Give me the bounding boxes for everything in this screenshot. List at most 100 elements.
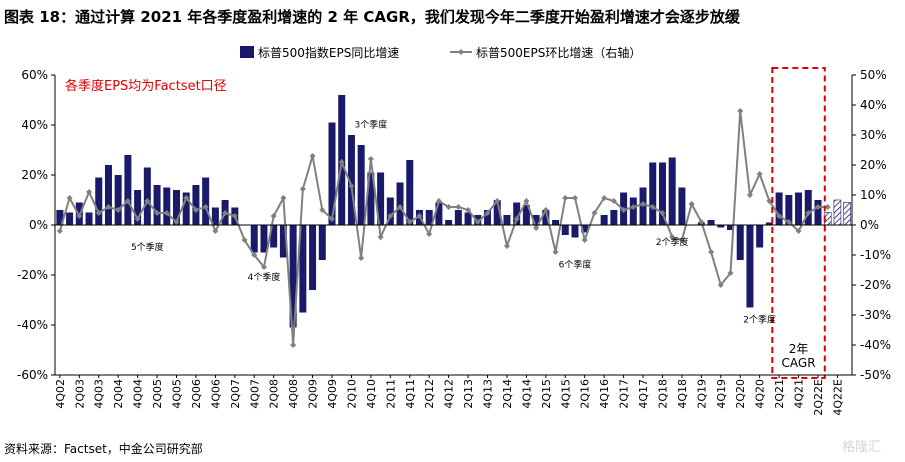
bar-yoy	[114, 175, 122, 225]
bar-yoy	[386, 197, 394, 225]
bar-yoy	[610, 210, 618, 225]
qoq-point	[513, 216, 520, 222]
bar-yoy	[172, 190, 180, 225]
bar-yoy	[357, 145, 365, 225]
quarter-count-annotation: 4个季度	[248, 271, 281, 283]
right-axis-tick-label: -30%	[860, 308, 891, 322]
x-axis-tick-label: 2Q05	[151, 379, 164, 409]
bar-yoy	[717, 225, 725, 228]
quarter-count-annotation: 2个季度	[656, 236, 689, 248]
source-note: 资料来源：Factset，中金公司研究部	[4, 442, 203, 456]
qoq-point	[523, 198, 530, 204]
left-axis-tick-label: 0%	[29, 218, 48, 232]
qoq-point	[708, 249, 715, 255]
bar-yoy	[746, 225, 754, 308]
x-axis-tick-label: 4Q19	[715, 379, 728, 409]
bar-yoy	[347, 135, 355, 225]
legend-line-label: 标普500EPS环比增速（右轴）	[476, 45, 641, 60]
qoq-point	[338, 159, 345, 165]
qoq-point	[115, 207, 122, 213]
x-axis-tick-label: 2Q14	[501, 379, 514, 409]
qoq-point	[192, 207, 199, 213]
bar-yoy	[396, 182, 404, 225]
qoq-point	[134, 216, 141, 222]
bar-yoy	[318, 225, 326, 260]
x-axis-tick-label: 4Q13	[482, 379, 495, 409]
qoq-point	[309, 153, 316, 159]
bar-yoy	[85, 212, 93, 225]
qoq-point	[727, 270, 734, 276]
x-axis-tick-label: 4Q11	[404, 379, 417, 409]
x-axis-tick-label: 2Q22E	[812, 379, 825, 416]
bar-yoy	[678, 187, 686, 225]
qoq-point	[503, 243, 510, 249]
qoq-point	[533, 225, 540, 231]
right-axis-tick-label: -10%	[860, 248, 891, 262]
x-axis-tick-label: 2Q06	[190, 379, 203, 409]
qoq-point	[610, 198, 617, 204]
qoq-point	[173, 219, 180, 225]
qoq-point	[824, 204, 831, 210]
x-axis-tick-label: 2Q15	[540, 379, 553, 409]
qoq-point	[688, 201, 695, 207]
bar-yoy	[571, 225, 579, 238]
qoq-point	[640, 201, 647, 207]
bar-yoy	[736, 225, 744, 260]
x-axis-tick-label: 4Q22E	[831, 379, 844, 416]
left-axis-tick-label: 60%	[21, 68, 48, 82]
qoq-point	[406, 219, 413, 225]
bar-yoy-forecast	[833, 199, 842, 226]
x-axis-tick-label: 2Q13	[462, 379, 475, 409]
bar-yoy	[629, 197, 637, 225]
x-axis-tick-label: 2Q20	[734, 379, 747, 409]
right-axis-tick-label: 10%	[860, 188, 887, 202]
bar-yoy	[192, 185, 200, 225]
x-axis-tick-label: 2Q03	[73, 379, 86, 409]
qoq-point	[591, 210, 598, 216]
bar-yoy	[522, 205, 530, 225]
x-axis-tick-label: 4Q17	[637, 379, 650, 409]
bar-yoy	[328, 122, 336, 225]
qoq-point	[387, 213, 394, 219]
qoq-point	[766, 198, 773, 204]
bar-yoy	[134, 190, 142, 225]
bar-yoy	[289, 225, 297, 328]
bar-yoy	[775, 192, 783, 225]
bar-yoy	[649, 162, 657, 225]
bar-yoy	[658, 162, 666, 225]
x-axis-tick-label: 2Q16	[579, 379, 592, 409]
bar-yoy	[124, 155, 132, 225]
bar-yoy	[804, 190, 812, 225]
qoq-point	[95, 210, 102, 216]
x-axis-tick-label: 2Q19	[695, 379, 708, 409]
qoq-point	[222, 210, 229, 216]
x-axis-tick-label: 2Q09	[307, 379, 320, 409]
bar-yoy	[202, 177, 210, 225]
qoq-point	[183, 195, 190, 201]
right-axis-tick-label: 40%	[860, 98, 887, 112]
bar-yoy	[727, 225, 735, 230]
bar-yoy	[756, 225, 764, 248]
bar-yoy	[270, 225, 278, 248]
qoq-point	[445, 204, 452, 210]
x-axis-tick-label: 2Q17	[618, 379, 631, 409]
qoq-point	[805, 210, 812, 216]
x-axis-tick-label: 2Q08	[268, 379, 281, 409]
qoq-point	[795, 228, 802, 234]
qoq-point	[494, 198, 501, 204]
bar-yoy	[785, 195, 793, 225]
qoq-point	[776, 213, 783, 219]
qoq-point	[474, 219, 481, 225]
bar-yoy	[668, 157, 676, 225]
qoq-point	[552, 249, 559, 255]
bar-yoy-forecast	[843, 202, 851, 226]
bar-yoy	[104, 165, 112, 225]
right-axis-tick-label: -50%	[860, 368, 891, 382]
left-axis-tick-label: -40%	[17, 318, 48, 332]
qoq-point	[144, 198, 151, 204]
left-axis-tick-label: 40%	[21, 118, 48, 132]
qoq-point	[56, 228, 63, 234]
bar-yoy	[581, 225, 589, 233]
x-axis-tick-label: 2Q21	[773, 379, 786, 409]
x-axis-tick-label: 4Q14	[520, 379, 533, 409]
